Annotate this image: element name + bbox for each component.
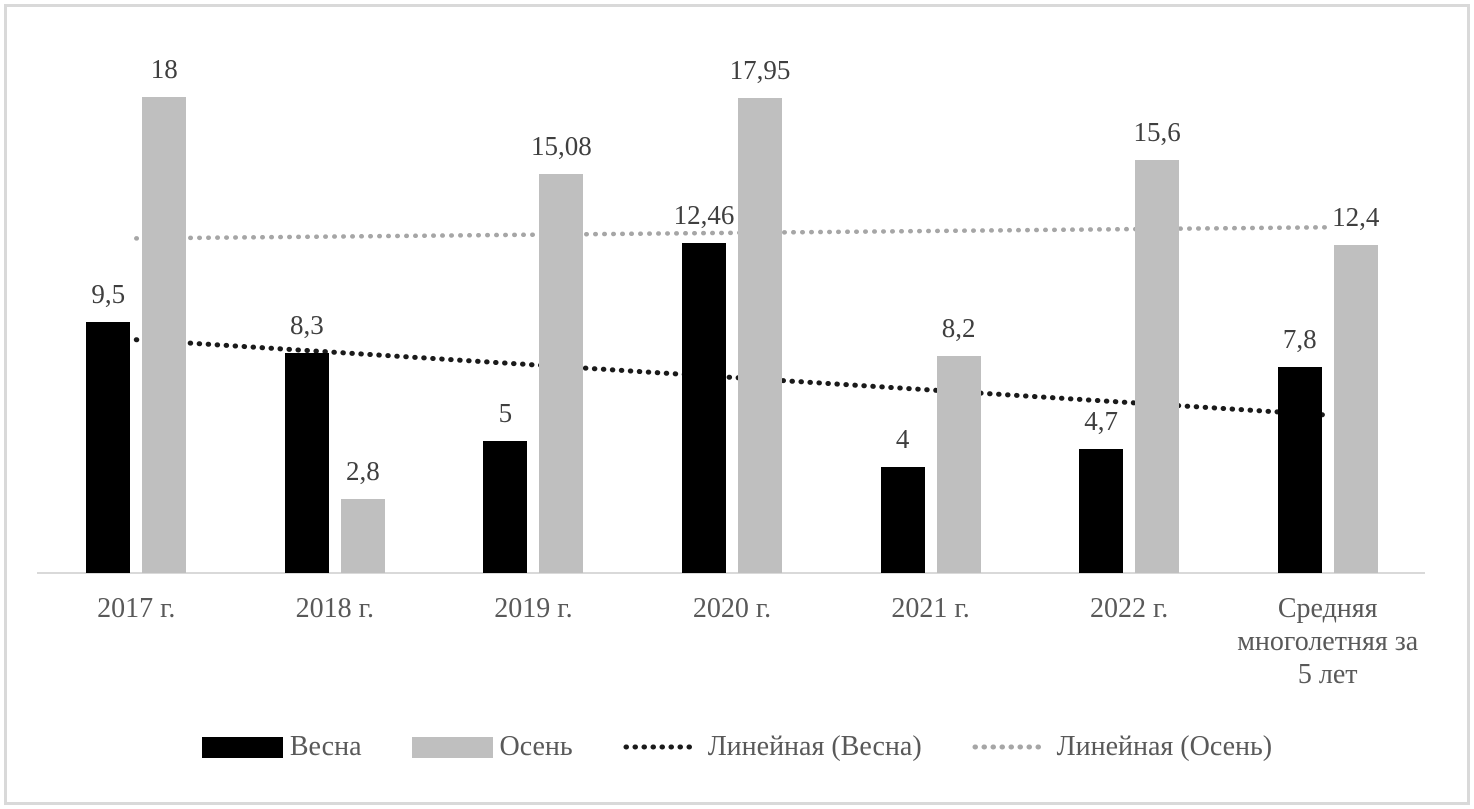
- bar-autumn: [1333, 245, 1378, 573]
- x-axis-label: 2017 г.: [97, 593, 176, 624]
- legend: Весна Осень Линейная (Весна) Линейная (Осен…: [0, 731, 1474, 763]
- bar-autumn: [142, 96, 187, 573]
- legend-swatch-dotted-line: [972, 744, 1050, 750]
- bar-value-label-autumn: 8,2: [941, 313, 976, 344]
- bar-autumn: [1135, 160, 1180, 573]
- trendline-spring: [133, 337, 1331, 418]
- bar-value-label-spring: 9,5: [91, 278, 126, 309]
- x-axis-label: 2019 г.: [494, 593, 573, 624]
- legend-label: Осень: [499, 731, 573, 762]
- bar-spring: [483, 440, 528, 573]
- bar-autumn: [738, 98, 782, 573]
- bar-value-label-spring: 4,7: [1084, 405, 1119, 436]
- bar-spring: [880, 467, 925, 573]
- bar-value-label-autumn: 15,08: [531, 131, 592, 162]
- legend-item: Осень: [411, 731, 573, 763]
- bar-value-label-spring: 7,8: [1282, 323, 1317, 354]
- x-axis-label: Средняя многолетняя за 5 лет: [1237, 593, 1419, 690]
- bar-value-label-spring: 4: [895, 424, 910, 455]
- x-axis-line: [37, 572, 1425, 574]
- bar-autumn: [539, 174, 584, 573]
- legend-swatch-dotted-line: [623, 744, 701, 750]
- legend-label: Линейная (Осень): [1056, 731, 1273, 762]
- bar-value-label-autumn: 12,4: [1332, 202, 1380, 233]
- legend-swatch-bar-autumn: [411, 736, 493, 758]
- bar-spring: [682, 243, 726, 573]
- bar-value-label-spring: 12,46: [673, 200, 735, 231]
- bar-spring: [1277, 366, 1322, 573]
- legend-label: Линейная (Весна): [707, 731, 922, 762]
- bar-value-label-spring: 5: [498, 397, 513, 428]
- x-axis-label: 2018 г.: [295, 593, 374, 624]
- bar-value-label-autumn: 17,95: [729, 55, 791, 86]
- bar-value-label-autumn: 15,6: [1133, 117, 1181, 148]
- legend-label: Весна: [289, 731, 362, 762]
- trendline-autumn: [134, 225, 1330, 241]
- bar-autumn: [340, 498, 385, 573]
- bar-value-label-autumn: 18: [150, 53, 178, 84]
- bar-autumn: [936, 356, 981, 573]
- legend-item: Весна: [201, 731, 362, 763]
- legend-swatch-bar-spring: [201, 736, 283, 758]
- x-axis-label: 2020 г.: [692, 593, 772, 624]
- bar-spring: [86, 321, 131, 573]
- bar-value-label-spring: 8,3: [289, 310, 324, 341]
- bar-value-label-autumn: 2,8: [345, 455, 380, 486]
- bar-spring: [284, 353, 329, 573]
- bar-spring: [1079, 448, 1124, 573]
- legend-item: Линейная (Осень): [972, 731, 1272, 763]
- x-axis-label: 2022 г.: [1089, 593, 1169, 624]
- x-axis-label: 2021 г.: [891, 593, 970, 624]
- legend-item: Линейная (Весна): [623, 731, 922, 763]
